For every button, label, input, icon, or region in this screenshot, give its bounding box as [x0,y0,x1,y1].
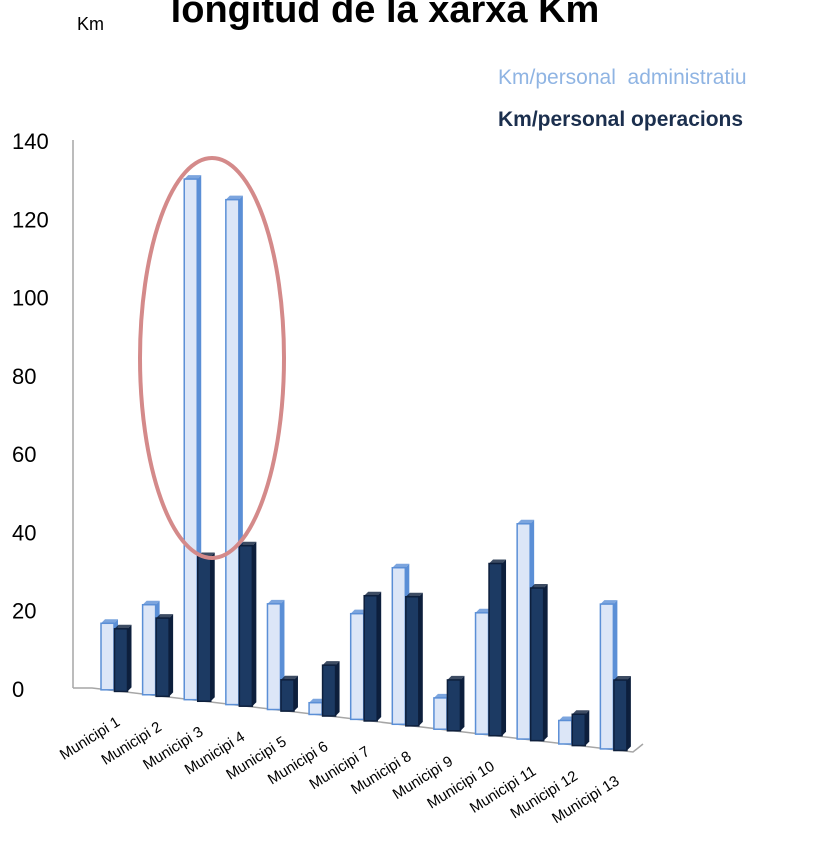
bar-km-personal-operacions-municipi-11-front [529,587,545,742]
bar-km-personal-operacions-municipi-2-front [155,617,170,698]
bar-km-personal-operacions-municipi-5-top [280,675,298,680]
bar-km-personal-operacions-municipi-10-top [489,559,507,564]
bar-km-personal-operacions-municipi-5-side [293,675,298,712]
bar-km-personal-operacions-municipi-9-front [446,679,462,732]
bar-km-personal-administratiu-municipi-11-top [517,519,535,524]
y-tick-label: 20 [12,599,36,624]
bar-km-personal-administratiu-municipi-5-front [266,603,282,711]
bar-km-personal-administratiu-municipi-8-top [392,563,410,568]
axes: 0 20 40 60 80 100 120 140 [12,129,644,753]
bar-km-personal-operacions-municipi-2-side [169,614,174,697]
y-tick-label: 100 [12,286,49,311]
bar-km-personal-administratiu-municipi-13-front [599,603,615,750]
bar-km-personal-operacions-municipi-8 [405,592,423,727]
bar-km-personal-operacions-municipi-1-side [127,624,132,692]
bar-km-personal-operacions-municipi-9-top [447,675,465,680]
bar-km-personal-operacions-municipi-13 [613,676,631,752]
bar-km-personal-administratiu-municipi-11-front [516,523,531,740]
legend-item-operacions: Km/personal operacions [498,108,743,131]
bar-km-personal-operacions-municipi-8-front [405,595,420,727]
bar-km-personal-administratiu-municipi-4 [225,195,243,706]
bar-km-personal-operacions-municipi-10-front [488,562,503,737]
bar-km-personal-administratiu-municipi-5-top [267,599,285,604]
bar-km-personal-operacions-municipi-13-front [613,679,628,752]
bar-km-personal-operacions-municipi-8-side [418,592,423,726]
bar-km-personal-operacions-municipi-7-side [377,591,382,721]
legend-item-administratiu: Km/personal administratiu [498,66,747,89]
bar-km-personal-operacions-municipi-6 [321,661,340,717]
bar-km-personal-operacions-municipi-12 [571,710,590,747]
bar-km-personal-operacions-municipi-4-top [239,541,257,546]
bar-km-personal-administratiu-municipi-12-front [558,719,573,745]
bar-km-personal-operacions-municipi-9 [446,675,465,732]
bar-km-personal-administratiu-municipi-3-front [183,178,198,701]
bar-km-personal-administratiu-municipi-8-front [391,566,407,726]
bar-km-personal-operacions-municipi-11 [529,584,548,742]
bar-km-personal-administratiu-municipi-10-front [474,612,490,735]
bar-km-personal-operacions-municipi-2-top [156,614,174,619]
bar-km-personal-operacions-municipi-7-front [363,594,378,722]
y-tick-label: 140 [12,129,49,154]
bar-km-personal-administratiu-municipi-7-front [349,612,365,721]
bar-km-personal-operacions-municipi-12-side [585,710,590,746]
bars [100,175,631,752]
bar-km-personal-operacions-municipi-4-front [238,544,254,707]
bar-km-personal-operacions-municipi-9-side [460,675,465,731]
bar-km-personal-operacions-municipi-3 [196,552,215,703]
bar-km-personal-operacions-municipi-2 [155,614,174,698]
bar-km-personal-operacions-municipi-8-top [405,592,423,597]
bar-km-personal-operacions-municipi-10-side [502,559,507,736]
bar-km-personal-operacions-municipi-12-front [571,713,587,747]
bar-km-personal-operacions-municipi-1 [113,624,132,693]
y-tick-label: 120 [12,207,49,232]
bar-km-personal-administratiu-municipi-13-top [600,600,618,605]
y-axis-label: Km [77,14,104,34]
bar-km-personal-operacions-municipi-11-top [530,584,548,589]
bar-km-personal-operacions-municipi-4-side [252,541,257,707]
bar-km-personal-administratiu-municipi-1-front [100,622,115,691]
bar-km-personal-administratiu-municipi-2-top [142,600,160,605]
bar-km-personal-operacions-municipi-13-top [613,676,631,681]
bar-km-personal-administratiu-municipi-4-front [225,198,240,706]
bar-km-personal-administratiu-municipi-3-top [184,175,202,180]
bar-km-personal-administratiu-municipi-1-top [101,619,118,624]
bar-km-personal-operacions-municipi-5-front [280,679,295,712]
bar-km-personal-operacions-municipi-6-front [321,664,337,717]
bar-km-personal-operacions-municipi-11-side [543,584,548,741]
bar-km-personal-operacions-municipi-4 [238,541,257,707]
bar-km-personal-operacions-municipi-1-front [113,628,129,693]
bar-km-personal-operacions-municipi-3-front [196,555,212,703]
y-tick-label: 40 [12,520,36,545]
bar-km-personal-operacions-municipi-6-top [322,661,340,666]
bar-km-personal-administratiu-municipi-2-front [141,603,157,696]
bar-km-personal-operacions-municipi-7 [363,591,382,722]
bar-km-personal-operacions-municipi-5 [280,675,298,712]
bar-km-personal-operacions-municipi-13-side [626,676,631,751]
y-tick-label: 60 [12,442,36,467]
bar-km-personal-operacions-municipi-3-side [210,552,215,702]
bar-km-personal-administratiu-municipi-4-top [225,195,243,200]
highlight-ellipse [138,156,286,560]
bar-km-personal-administratiu-municipi-9-front [433,697,448,730]
bar-km-personal-operacions-municipi-7-top [364,591,382,596]
bar-km-personal-operacions-municipi-10 [488,559,507,737]
y-tick-label: 0 [12,677,24,702]
bar-km-personal-operacions-municipi-6-side [335,661,340,717]
y-tick-label: 80 [12,364,36,389]
bar-km-personal-operacions-municipi-1-top [114,624,132,629]
bar-km-personal-administratiu-municipi-6-front [308,701,323,716]
bar-km-personal-operacions-municipi-12-top [572,710,590,715]
chart-title: longitud de la xarxa Km [171,0,600,31]
